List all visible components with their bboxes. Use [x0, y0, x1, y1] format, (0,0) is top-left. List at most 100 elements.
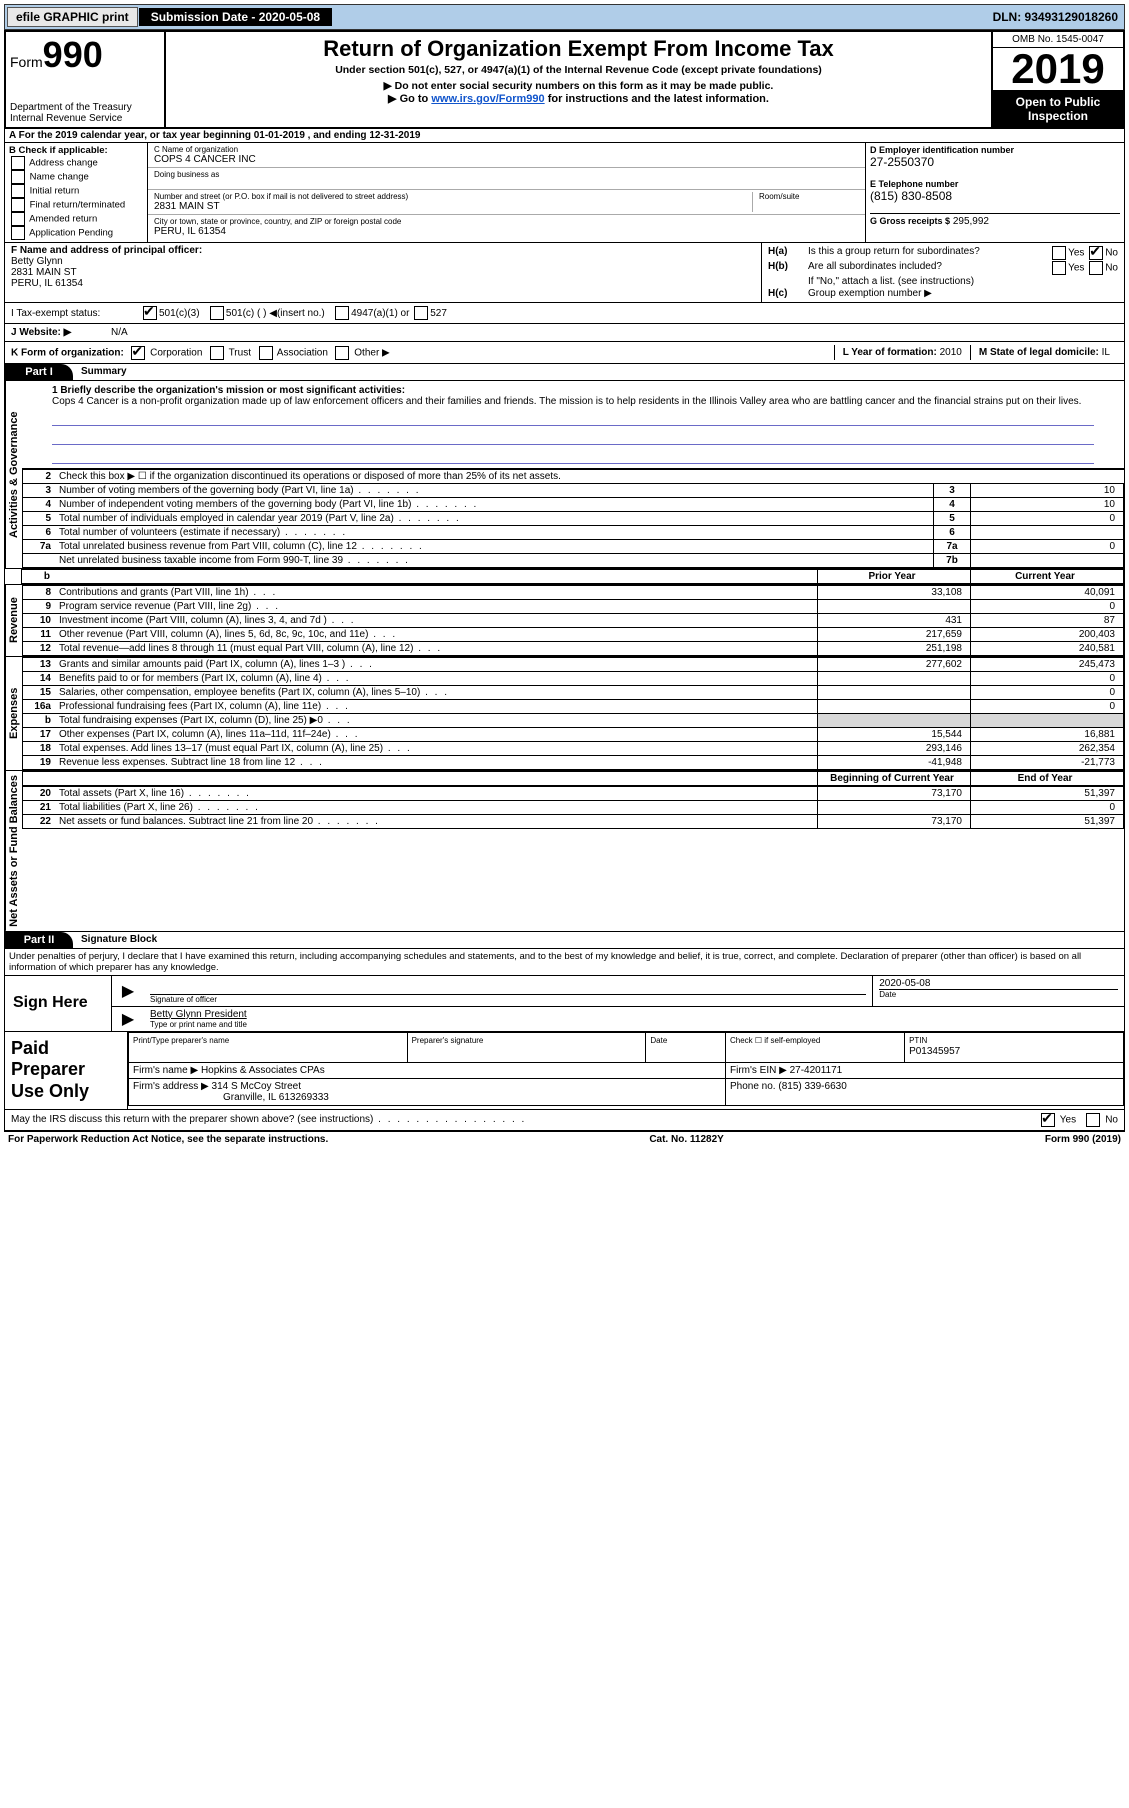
check-applicable-checkbox[interactable]: [11, 170, 25, 184]
telephone-value: (815) 830-8508: [870, 189, 1120, 203]
form-subtitle: Under section 501(c), 527, or 4947(a)(1)…: [172, 64, 985, 76]
dba-label: Doing business as: [154, 170, 859, 179]
other-checkbox[interactable]: [335, 346, 349, 360]
officer-addr1: 2831 MAIN ST: [11, 267, 77, 278]
col-b-check-applicable: B Check if applicable: Address change Na…: [5, 143, 148, 242]
print-name-label: Type or print name and title: [150, 1020, 1118, 1029]
footer-catno: Cat. No. 11282Y: [649, 1134, 723, 1145]
vlabel-net-assets: Net Assets or Fund Balances: [5, 771, 22, 931]
ha-no-checkbox[interactable]: [1089, 246, 1103, 260]
open-to-public-label: Open to Public Inspection: [993, 91, 1123, 127]
year-formation: 2010: [940, 347, 962, 358]
501c3-checkbox[interactable]: [143, 306, 157, 320]
col-h-group-return: H(a) Is this a group return for subordin…: [762, 243, 1124, 302]
year-block: OMB No. 1545-0047 2019 Open to Public In…: [991, 32, 1123, 127]
sign-date: 2020-05-08: [879, 978, 1118, 989]
irs-link[interactable]: www.irs.gov/Form990: [431, 93, 544, 105]
efile-graphic-button[interactable]: efile GRAPHIC print: [7, 7, 138, 27]
city-label: City or town, state or province, country…: [154, 217, 859, 226]
check-applicable-checkbox[interactable]: [11, 198, 25, 212]
sign-here-block: Sign Here ▶ Signature of officer 2020-05…: [4, 976, 1125, 1032]
col-c-name-address: C Name of organization COPS 4 CANCER INC…: [148, 143, 866, 242]
paid-preparer-label: Paid Preparer Use Only: [5, 1032, 128, 1109]
form-label: Form: [10, 54, 43, 70]
form-number-block: Form990 Department of the Treasury Inter…: [6, 32, 166, 127]
firm-addr1: 314 S McCoy Street: [212, 1081, 301, 1092]
row-k-form-org: K Form of organization: Corporation Trus…: [4, 342, 1125, 364]
sign-date-label: Date: [879, 989, 1118, 999]
mission-block: 1 Briefly describe the organization's mi…: [22, 381, 1124, 469]
table-activities-governance: 2Check this box ▶ ☐ if the organization …: [22, 469, 1124, 568]
check-applicable-checkbox[interactable]: [11, 226, 25, 240]
boy-header: Beginning of Current Year: [818, 772, 971, 786]
officer-print-name: Betty Glynn President: [150, 1009, 1118, 1020]
form-number: 990: [43, 34, 103, 75]
vlabel-revenue: Revenue: [5, 585, 22, 656]
officer-addr2: PERU, IL 61354: [11, 278, 83, 289]
discuss-yes-checkbox[interactable]: [1041, 1113, 1055, 1127]
vlabel-activities: Activities & Governance: [5, 381, 22, 568]
org-name-label: C Name of organization: [154, 145, 859, 154]
dept-label: Department of the Treasury: [10, 102, 160, 113]
ha-yes-checkbox[interactable]: [1052, 246, 1066, 260]
irs-label: Internal Revenue Service: [10, 113, 160, 124]
firm-addr2: Granville, IL 613269333: [223, 1092, 329, 1103]
ein-value: 27-2550370: [870, 155, 1120, 169]
527-checkbox[interactable]: [414, 306, 428, 320]
officer-name: Betty Glynn: [11, 256, 63, 267]
check-applicable-checkbox[interactable]: [11, 156, 25, 170]
4947-checkbox[interactable]: [335, 306, 349, 320]
part-i-header: Part I Summary: [4, 364, 1125, 381]
firm-ein: 27-4201171: [790, 1065, 843, 1076]
trust-checkbox[interactable]: [210, 346, 224, 360]
address-value: 2831 MAIN ST: [154, 201, 752, 212]
association-checkbox[interactable]: [259, 346, 273, 360]
footer-row: For Paperwork Reduction Act Notice, see …: [4, 1131, 1125, 1147]
org-name: COPS 4 CANCER INC: [154, 154, 859, 165]
website-value: N/A: [111, 327, 128, 338]
corporation-checkbox[interactable]: [131, 346, 145, 360]
col-f-principal-officer: F Name and address of principal officer:…: [5, 243, 762, 302]
sign-here-label: Sign Here: [5, 976, 112, 1031]
table-net-assets: 20Total assets (Part X, line 16)73,17051…: [22, 786, 1124, 829]
arrow-icon: ▶: [112, 976, 144, 1006]
col-d-ein-phone: D Employer identification number 27-2550…: [866, 143, 1124, 242]
footer-form: Form 990 (2019): [1045, 1134, 1121, 1145]
eoy-header: End of Year: [971, 772, 1124, 786]
hb-no-checkbox[interactable]: [1089, 261, 1103, 275]
table-expenses: 13Grants and similar amounts paid (Part …: [22, 657, 1124, 770]
hb-yes-checkbox[interactable]: [1052, 261, 1066, 275]
tax-year: 2019: [993, 48, 1123, 91]
gross-receipts-label: G Gross receipts $: [870, 216, 950, 226]
dln-label: DLN: 93493129018260: [993, 10, 1124, 24]
submission-date-label: Submission Date - 2020-05-08: [139, 8, 332, 26]
city-value: PERU, IL 61354: [154, 226, 859, 237]
address-label: Number and street (or P.O. box if mail i…: [154, 192, 752, 201]
discuss-no-checkbox[interactable]: [1086, 1113, 1100, 1127]
summary-section: Activities & Governance 1 Briefly descri…: [4, 381, 1125, 932]
paid-preparer-block: Paid Preparer Use Only Print/Type prepar…: [4, 1032, 1125, 1110]
footer-paperwork: For Paperwork Reduction Act Notice, see …: [8, 1134, 328, 1145]
signature-officer-label: Signature of officer: [150, 994, 866, 1004]
state-domicile: IL: [1102, 347, 1110, 358]
part-ii-header: Part II Signature Block: [4, 932, 1125, 949]
ein-label: D Employer identification number: [870, 145, 1120, 155]
firm-name: Hopkins & Associates CPAs: [201, 1065, 325, 1076]
check-applicable-checkbox[interactable]: [11, 184, 25, 198]
row-a-tax-year: A For the 2019 calendar year, or tax yea…: [4, 129, 1125, 143]
form-title: Return of Organization Exempt From Incom…: [172, 36, 985, 62]
vlabel-expenses: Expenses: [5, 657, 22, 770]
form-title-block: Return of Organization Exempt From Incom…: [166, 32, 991, 127]
penalties-declaration: Under penalties of perjury, I declare th…: [4, 949, 1125, 976]
section-bcd: B Check if applicable: Address change Na…: [4, 143, 1125, 243]
form-note-ssn: ▶ Do not enter social security numbers o…: [172, 80, 985, 92]
ptin-value: P01345957: [909, 1046, 960, 1057]
discuss-row: May the IRS discuss this return with the…: [4, 1110, 1125, 1131]
check-applicable-checkbox[interactable]: [11, 212, 25, 226]
section-fh: F Name and address of principal officer:…: [4, 243, 1125, 303]
arrow-icon: ▶: [112, 1007, 144, 1031]
501c-checkbox[interactable]: [210, 306, 224, 320]
efile-topbar: efile GRAPHIC print Submission Date - 20…: [4, 4, 1125, 30]
row-i-tax-exempt: I Tax-exempt status: 501(c)(3) 501(c) ( …: [4, 303, 1125, 324]
firm-phone: (815) 339-6630: [778, 1081, 846, 1092]
